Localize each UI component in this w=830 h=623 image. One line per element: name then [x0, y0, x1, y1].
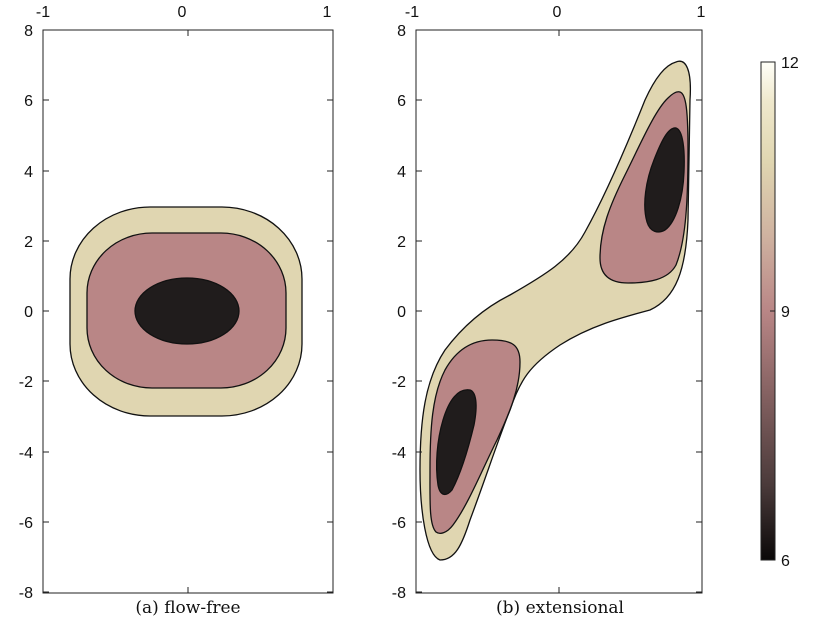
ytick-a-0: 0 [24, 304, 33, 321]
ytick-b-2: 2 [397, 234, 406, 251]
contour-a-inner [134, 277, 240, 345]
xtick-a-1: 0 [178, 4, 187, 21]
xtick-a-2: 1 [323, 4, 332, 21]
ytick-b-neg2: -2 [392, 374, 406, 391]
ytick-a-6: 6 [24, 93, 33, 110]
ytick-a-neg4: -4 [19, 445, 33, 462]
panel-extensional: -1 0 1 8 6 4 2 0 -2 -4 -6 -8 (b) extensi… [392, 4, 706, 618]
ytick-a-neg6: -6 [19, 515, 33, 532]
colorbar-label-9: 9 [781, 304, 790, 321]
ytick-a-neg8: -8 [19, 585, 33, 602]
ytick-b-0: 0 [397, 304, 406, 321]
colorbar-label-12: 12 [781, 55, 799, 72]
xtick-b-2: 1 [697, 4, 706, 21]
ytick-b-neg8: -8 [392, 585, 406, 602]
colorbar-label-6: 6 [781, 553, 790, 570]
ytick-b-neg4: -4 [392, 445, 406, 462]
caption-a: (a) flow-free [135, 598, 240, 618]
ytick-b-6: 6 [397, 93, 406, 110]
xtick-a-0: -1 [36, 4, 50, 21]
colorbar: 12 9 6 [760, 55, 799, 570]
panel-flow-free: -1 0 1 8 6 4 2 0 -2 -4 -6 -8 (a) flow-fr… [19, 4, 334, 618]
caption-b: (b) extensional [496, 598, 624, 618]
ytick-b-4: 4 [397, 164, 406, 181]
ytick-a-neg2: -2 [19, 374, 33, 391]
tick-marks-b [415, 29, 703, 593]
ytick-b-neg6: -6 [392, 515, 406, 532]
ytick-a-2: 2 [24, 234, 33, 251]
contour-b-inner-upper [644, 127, 685, 233]
xtick-b-0: -1 [405, 4, 419, 21]
ytick-a-8: 8 [24, 23, 33, 40]
tick-marks-a [42, 29, 334, 593]
xtick-b-1: 0 [553, 4, 562, 21]
ytick-a-4: 4 [24, 164, 33, 181]
ytick-b-8: 8 [397, 23, 406, 40]
contour-b-inner-lower [435, 389, 477, 496]
